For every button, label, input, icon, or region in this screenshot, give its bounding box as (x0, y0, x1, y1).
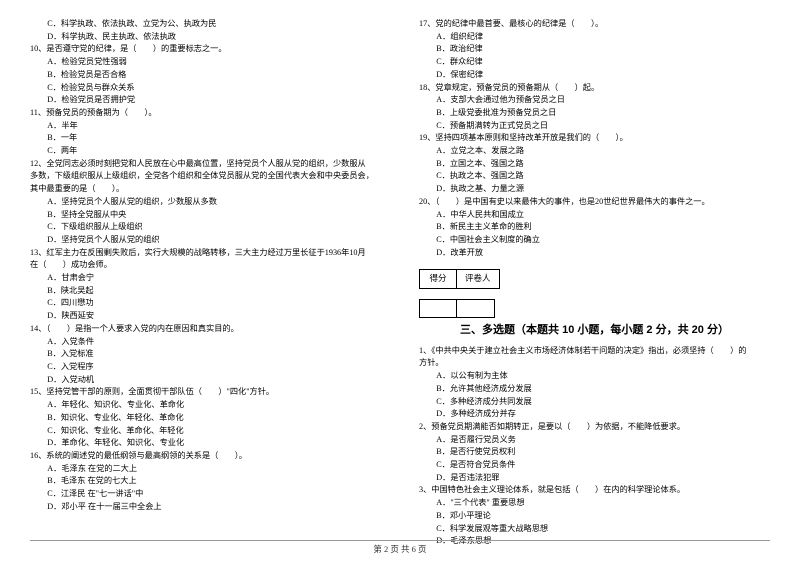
option: D．执政之基、力量之源 (419, 183, 770, 196)
option: D．科学执政、民主执政、依法执政 (30, 31, 381, 44)
score-table-row (419, 299, 770, 318)
option: B．陕北吴起 (30, 285, 381, 298)
option: C．下级组织服从上级组织 (30, 221, 381, 234)
option: D．坚持党员个人服从党的组织 (30, 234, 381, 247)
option: D．保密纪律 (419, 69, 770, 82)
question-stem-cont: 其中最重要的是（ ）。 (30, 183, 381, 196)
option: B．立国之本、强国之路 (419, 158, 770, 171)
option: B．是否行使党员权利 (419, 446, 770, 459)
option: A．支部大会通过他为预备党员之日 (419, 94, 770, 107)
option: A．半年 (30, 120, 381, 133)
option: C．两年 (30, 145, 381, 158)
option: D．入党动机 (30, 374, 381, 387)
option: B．邓小平理论 (419, 510, 770, 523)
question-stem: 12、全党同志必须时刻把党和人民放在心中最高位置，坚持党员个人服从党的组织，少数… (30, 158, 381, 171)
option: C．是否符合党员条件 (419, 459, 770, 472)
option: C．中国社会主义制度的确立 (419, 234, 770, 247)
question-stem-cont: 方针。 (419, 357, 770, 370)
option: B．上级党委批准为预备党员之日 (419, 107, 770, 120)
option: A．检验党员党性强弱 (30, 56, 381, 69)
option: A．毛泽东 在党的二大上 (30, 463, 381, 476)
option: C．科学发展观等重大战略思想 (419, 523, 770, 536)
option: C．执政之本、强国之路 (419, 170, 770, 183)
option: D．革命化、年轻化、知识化、专业化 (30, 437, 381, 450)
question-stem: 13、红军主力在反围剿失败后，实行大规模的战略转移，三大主力经过万里长征于193… (30, 247, 381, 260)
question-stem: 10、是否遵守党的纪律，是（ ）的重要标志之一。 (30, 43, 381, 56)
option: C．科学执政、依法执政、立党为公、执政为民 (30, 18, 381, 31)
option: B．新民主主义革命的胜利 (419, 221, 770, 234)
score-table: 得分 评卷人 (419, 269, 770, 288)
page-footer: 第 2 页 共 6 页 (0, 543, 800, 555)
option: A．立党之本、发展之路 (419, 145, 770, 158)
question-stem-cont: 多数，下级组织服从上级组织，全党各个组织和全体党员服从党的全国代表大会和中央委员… (30, 170, 381, 183)
score-blank (419, 299, 457, 318)
option: C．四川懋功 (30, 297, 381, 310)
option: C．群众纪律 (419, 56, 770, 69)
option: D．改革开放 (419, 247, 770, 260)
option: C．江泽民 在"七一讲话"中 (30, 488, 381, 501)
option: D．多种经济成分并存 (419, 408, 770, 421)
question-stem: 20、（ ）是中国有史以来最伟大的事件，也是20世纪世界最伟大的事件之一。 (419, 196, 770, 209)
option: A．以公有制为主体 (419, 370, 770, 383)
grader-blank (457, 299, 495, 318)
option: B．一年 (30, 132, 381, 145)
option: A．是否履行党员义务 (419, 434, 770, 447)
option: C．预备期满转为正式党员之日 (419, 120, 770, 133)
question-stem: 3、中国特色社会主义理论体系，就是包括（ ）在内的科学理论体系。 (419, 484, 770, 497)
option: B．允许其他经济成分发展 (419, 383, 770, 396)
question-stem: 14、（ ）是指一个人要求入党的内在原因和真实目的。 (30, 323, 381, 336)
option: A．"三个代表" 重要思想 (419, 497, 770, 510)
option: C．知识化、专业化、革命化、年轻化 (30, 425, 381, 438)
option: C．入党程序 (30, 361, 381, 374)
question-stem: 16、系统的阐述党的最低纲领与最高纲领的关系是（ ）。 (30, 450, 381, 463)
question-stem: 11、预备党员的预备期为（ ）。 (30, 107, 381, 120)
option: D．邓小平 在十一届三中全会上 (30, 501, 381, 514)
option: B．政治纪律 (419, 43, 770, 56)
option: B．坚持全党服从中央 (30, 209, 381, 222)
question-stem-cont: 在（ ）成功会师。 (30, 259, 381, 272)
grader-label: 评卷人 (457, 269, 500, 288)
left-column: C．科学执政、依法执政、立党为公、执政为民 D．科学执政、民主执政、依法执政 1… (30, 18, 381, 548)
question-stem: 19、坚持四项基本原则和坚持改革开放是我们的（ ）。 (419, 132, 770, 145)
question-stem: 18、党章规定，预备党员的预备期从（ ）起。 (419, 82, 770, 95)
option: B．入党标准 (30, 348, 381, 361)
option: C．检验党员与群众关系 (30, 82, 381, 95)
option: B．知识化、专业化、年轻化、革命化 (30, 412, 381, 425)
option: D．检验党员是否拥护党 (30, 94, 381, 107)
option: B．毛泽东 在党的七大上 (30, 475, 381, 488)
question-stem: 15、坚持党管干部的原则，全面贯彻干部队伍（ ）"四化"方针。 (30, 386, 381, 399)
score-label: 得分 (419, 269, 457, 288)
right-column: 17、党的纪律中最首要、最核心的纪律是（ ）。 A．组织纪律 B．政治纪律 C．… (419, 18, 770, 548)
section-title: 三、多选题（本题共 10 小题，每小题 2 分，共 20 分） (419, 322, 770, 339)
option: A．年轻化、知识化、专业化、革命化 (30, 399, 381, 412)
option: C．多种经济成分共同发展 (419, 396, 770, 409)
option: B．检验党员是否合格 (30, 69, 381, 82)
option: D．陕西延安 (30, 310, 381, 323)
question-stem: 1、《中共中央关于建立社会主义市场经济体制若干问题的决定》指出，必须坚持（ ）的 (419, 345, 770, 358)
question-stem: 2、预备党员期满能否如期转正，是要以（ ）为依据，不能降低要求。 (419, 421, 770, 434)
option: D．是否违法犯罪 (419, 472, 770, 485)
option: A．甘肃会宁 (30, 272, 381, 285)
option: A．组织纪律 (419, 31, 770, 44)
option: A．入党条件 (30, 336, 381, 349)
option: A．中华人民共和国成立 (419, 209, 770, 222)
question-stem: 17、党的纪律中最首要、最核心的纪律是（ ）。 (419, 18, 770, 31)
option: A．坚持党员个人服从党的组织，少数服从多数 (30, 196, 381, 209)
footer-divider (30, 540, 770, 541)
